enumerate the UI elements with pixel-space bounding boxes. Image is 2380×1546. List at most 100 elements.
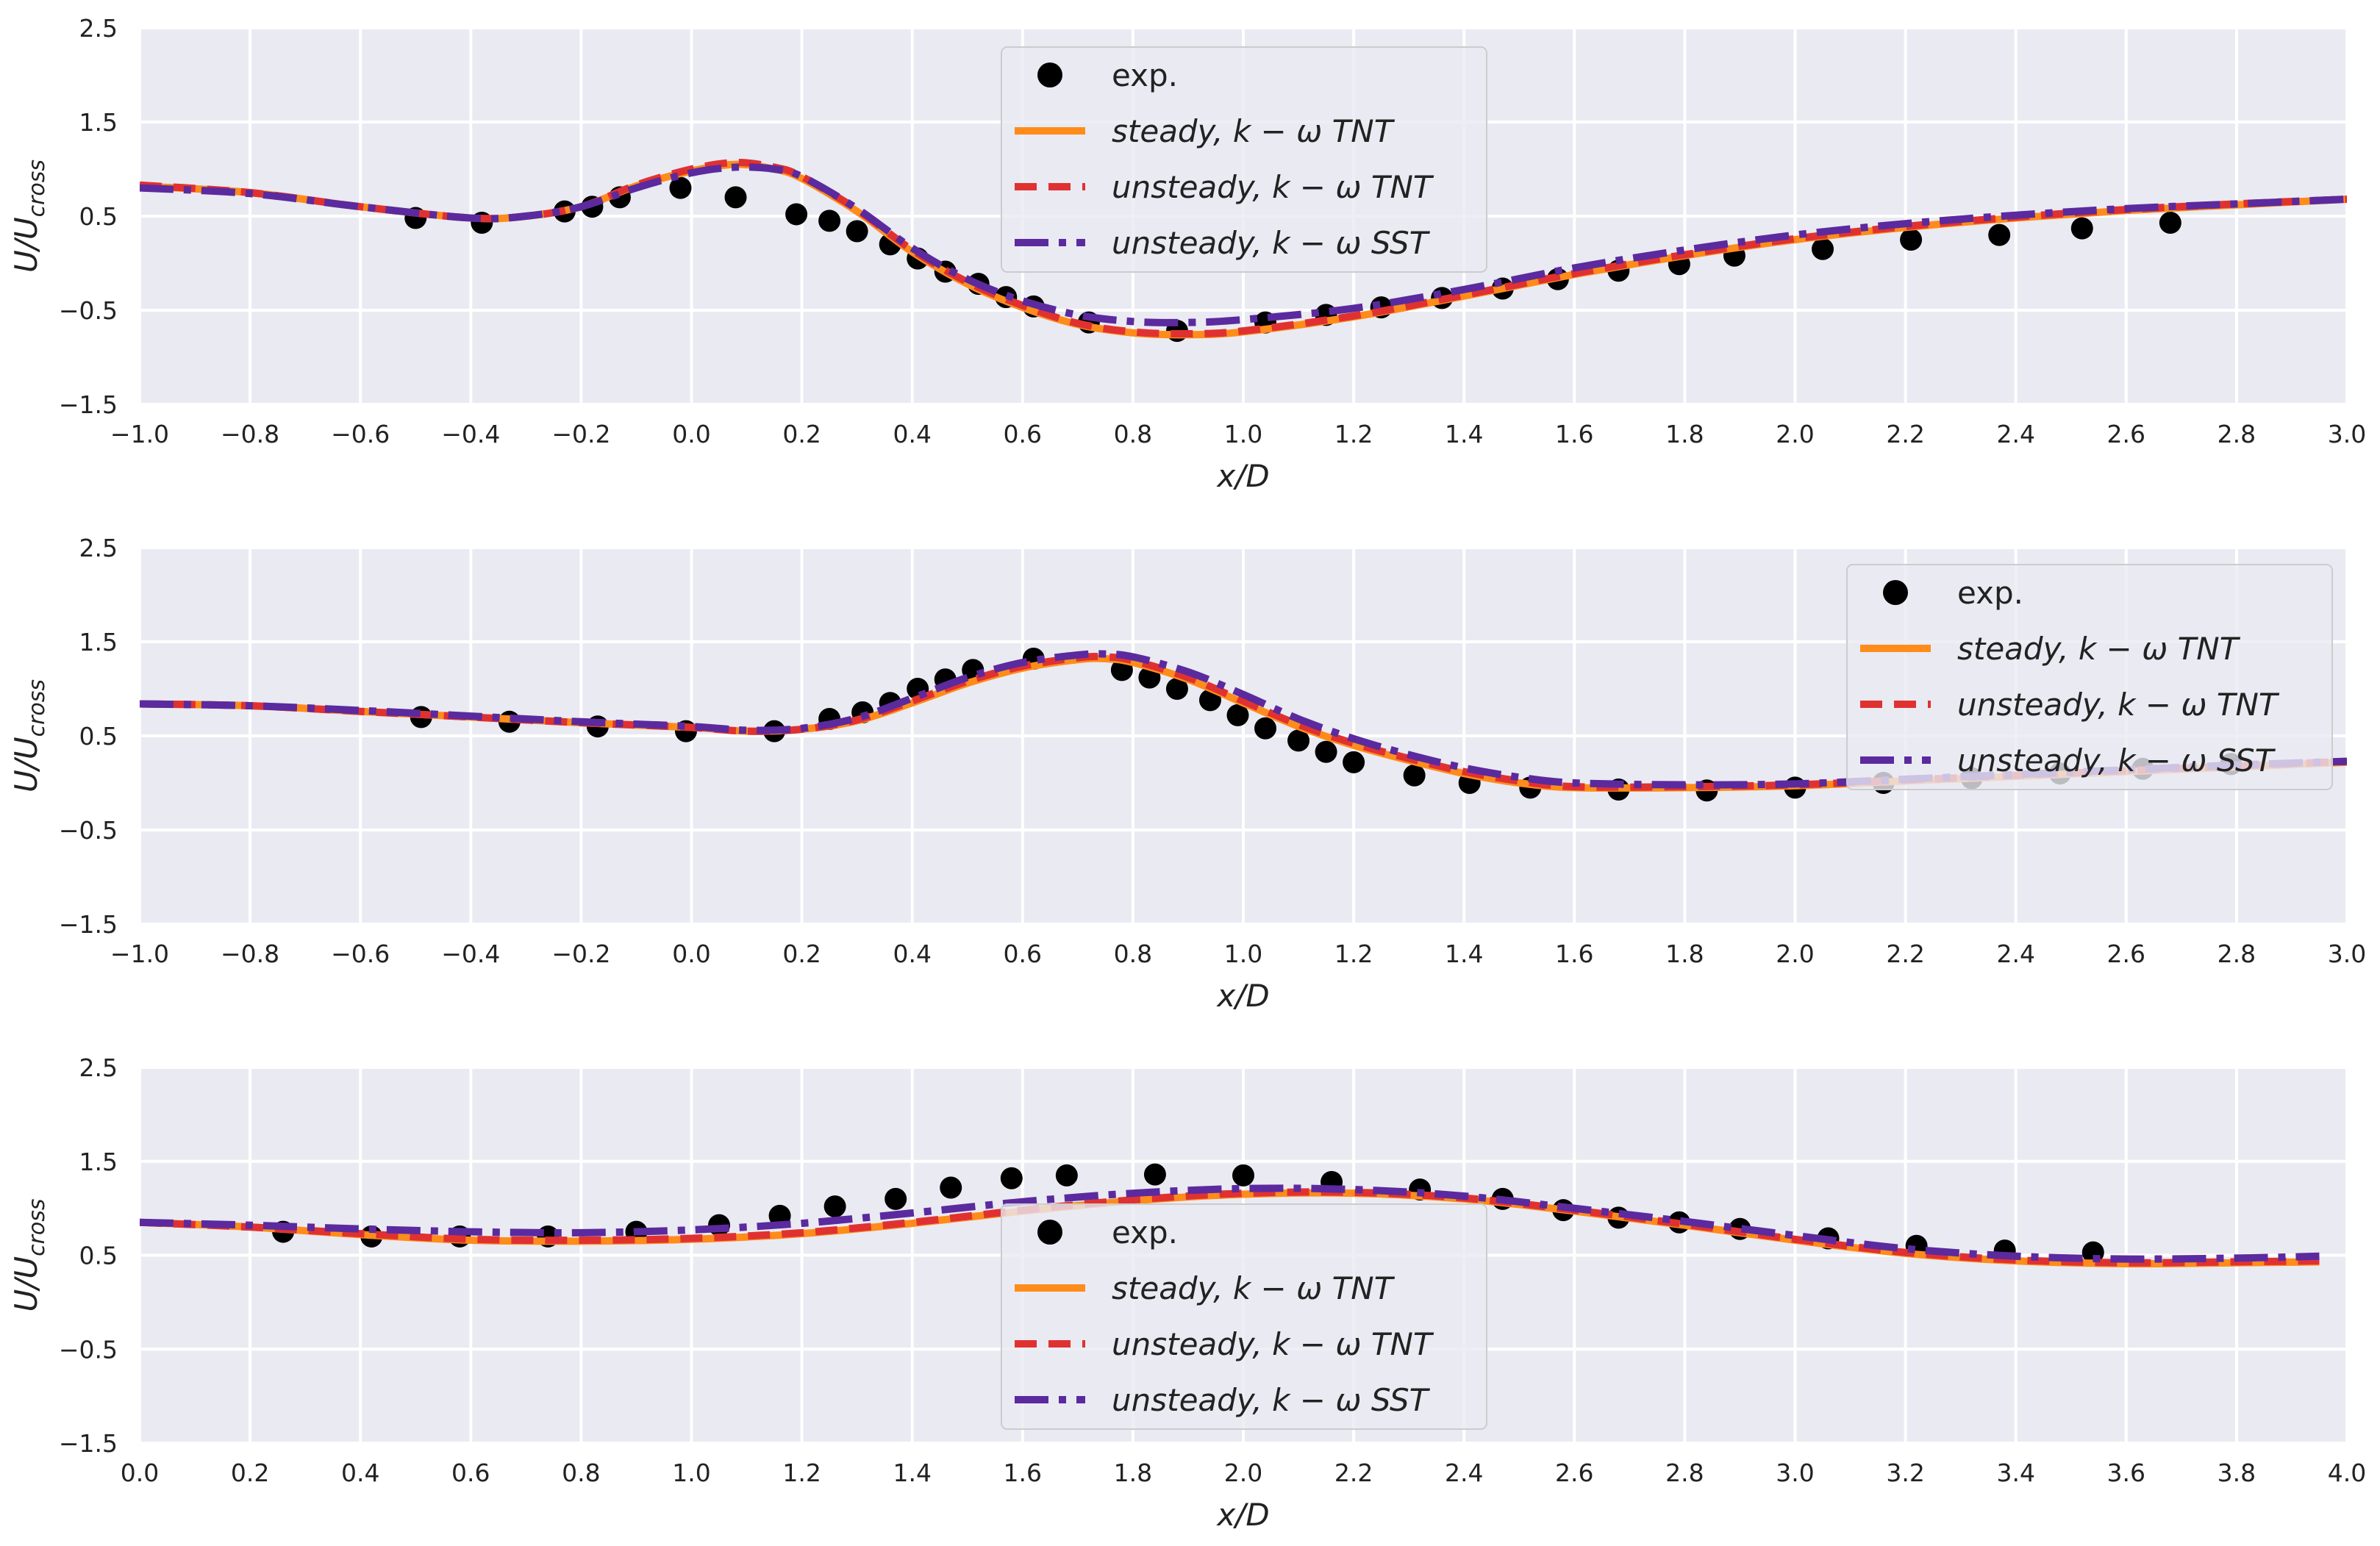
x-tick-label: −0.4 <box>441 420 500 448</box>
x-tick-label: 0.8 <box>562 1459 600 1487</box>
x-tick-label: −0.2 <box>551 940 610 968</box>
exp-point <box>846 220 868 243</box>
x-tick-label: −0.2 <box>551 420 610 448</box>
x-tick-label: 1.2 <box>1334 420 1373 448</box>
exp-point <box>1226 704 1249 726</box>
x-tick-label: −0.6 <box>331 420 390 448</box>
legend-marker-exp <box>1037 1220 1062 1245</box>
x-tick-label: 0.0 <box>121 1459 159 1487</box>
y-tick-label: 1.5 <box>79 1148 118 1176</box>
exp-point <box>1000 1167 1023 1189</box>
y-tick-label: 2.5 <box>79 534 118 562</box>
legend: exp. steady, k − ω TNT unsteady, k − ω TNT… <box>1001 1203 1487 1430</box>
exp-point <box>785 203 808 226</box>
exp-point <box>724 186 747 209</box>
x-tick-label: 1.0 <box>1224 420 1262 448</box>
y-axis-label-subscript: cross <box>24 160 50 217</box>
x-tick-label: 2.8 <box>2218 420 2256 448</box>
exp-point <box>1343 751 1365 773</box>
x-tick-label: 0.8 <box>1114 940 1152 968</box>
series-line-3 <box>140 163 2347 326</box>
chart-panel-1: −1.0 −0.8 −0.6 −0.4 −0.2 0.0 0.2 0.4 0.6 0.8 1.0 1.… <box>8 14 2366 494</box>
exp-point <box>1143 1163 1166 1186</box>
y-tick-label: 0.5 <box>79 1242 118 1270</box>
x-tick-label: 2.0 <box>1776 940 1814 968</box>
x-tick-label: 1.6 <box>1555 420 1593 448</box>
exp-point <box>940 1176 962 1199</box>
exp-point <box>823 1195 846 1218</box>
y-axis-label-main: U/U <box>8 1256 44 1312</box>
legend-label: exp. <box>1112 57 1178 93</box>
x-tick-label: −0.8 <box>221 940 279 968</box>
legend-marker-exp <box>1883 580 1908 605</box>
x-tick-label: 1.4 <box>1445 420 1483 448</box>
y-tick-label: −0.5 <box>59 296 118 325</box>
legend-box <box>1001 46 1487 273</box>
exp-point <box>2070 217 2093 240</box>
legend-label: steady, k − ω TNT <box>1957 631 2241 667</box>
x-tick-label: 3.0 <box>2328 420 2366 448</box>
series-line-2 <box>140 159 2347 338</box>
y-tick-label: −0.5 <box>59 816 118 845</box>
chart-panel-2: −1.0 −0.8 −0.6 −0.4 −0.2 0.0 0.2 0.4 0.6 0.8 1.0 1.… <box>8 534 2366 1014</box>
y-tick-label: 0.5 <box>79 722 118 751</box>
legend: exp. steady, k − ω TNT unsteady, k − ω TNT… <box>1001 46 1487 273</box>
x-tick-label: 3.0 <box>2328 940 2366 968</box>
y-axis-label: U/Ucross <box>8 1198 50 1311</box>
x-tick-label: 0.0 <box>672 420 710 448</box>
y-axis-label-main: U/U <box>8 217 44 273</box>
legend-box <box>1846 564 2333 790</box>
y-axis-label-main: U/U <box>8 737 44 792</box>
y-tick-label: −0.5 <box>59 1335 118 1364</box>
exp-point <box>1254 717 1277 740</box>
x-tick-label: 1.8 <box>1665 940 1704 968</box>
x-tick-label: 1.8 <box>1665 420 1704 448</box>
y-tick-label: 2.5 <box>79 1053 118 1082</box>
x-tick-label: 3.8 <box>2218 1459 2256 1487</box>
x-tick-label: 3.4 <box>1996 1459 2034 1487</box>
x-tick-label: 1.4 <box>1445 940 1483 968</box>
x-tick-label: 2.2 <box>1886 420 1924 448</box>
x-tick-label: 1.6 <box>1004 1459 1042 1487</box>
exp-point <box>1812 237 1834 260</box>
exp-point <box>885 1187 907 1210</box>
legend-label: exp. <box>1112 1214 1178 1250</box>
exp-point <box>1315 740 1337 763</box>
x-tick-label: 1.2 <box>782 1459 821 1487</box>
x-tick-label: 2.4 <box>1996 940 2034 968</box>
x-tick-label: 0.6 <box>1004 940 1042 968</box>
y-axis-label: U/Ucross <box>8 679 50 792</box>
legend-label: unsteady, k − ω SST <box>1112 225 1431 261</box>
legend-label: unsteady, k − ω TNT <box>1112 169 1434 205</box>
x-axis-label: x/D <box>1215 978 1269 1014</box>
chart-panel-3: 0.0 0.2 0.4 0.6 0.8 1.0 1.2 1.4 1.6 1.8 2.0 2.2 2.4 2… <box>8 1053 2366 1533</box>
exp-point <box>669 176 692 199</box>
y-axis-label-subscript: cross <box>24 1198 50 1256</box>
x-tick-label: 1.0 <box>672 1459 710 1487</box>
x-tick-label: −1.0 <box>110 420 169 448</box>
x-tick-label: 2.0 <box>1224 1459 1262 1487</box>
plot-marks <box>140 159 2347 343</box>
exp-point <box>1287 729 1310 752</box>
y-tick-label: 1.5 <box>79 628 118 656</box>
x-tick-label: −0.6 <box>331 940 390 968</box>
x-tick-label: 4.0 <box>2328 1459 2366 1487</box>
exp-point <box>1988 223 2011 246</box>
x-tick-label: 0.6 <box>1004 420 1042 448</box>
x-tick-label: −1.0 <box>110 940 169 968</box>
x-tick-label: 2.8 <box>2218 940 2256 968</box>
legend-label: unsteady, k − ω TNT <box>1112 1326 1434 1362</box>
y-tick-label: −1.5 <box>59 910 118 939</box>
x-tick-label: 2.6 <box>2107 420 2145 448</box>
y-tick-label: 2.5 <box>79 14 118 43</box>
x-tick-label: −0.4 <box>441 940 500 968</box>
exp-point <box>1232 1164 1254 1187</box>
x-tick-label: 1.4 <box>893 1459 931 1487</box>
legend-box <box>1001 1203 1487 1430</box>
x-tick-label: 2.6 <box>2107 940 2145 968</box>
y-tick-label: 1.5 <box>79 108 118 137</box>
x-tick-label: 3.2 <box>1886 1459 1924 1487</box>
exp-point <box>1165 678 1188 700</box>
x-axis-label: x/D <box>1215 458 1269 494</box>
legend-label: unsteady, k − ω SST <box>1112 1382 1431 1418</box>
